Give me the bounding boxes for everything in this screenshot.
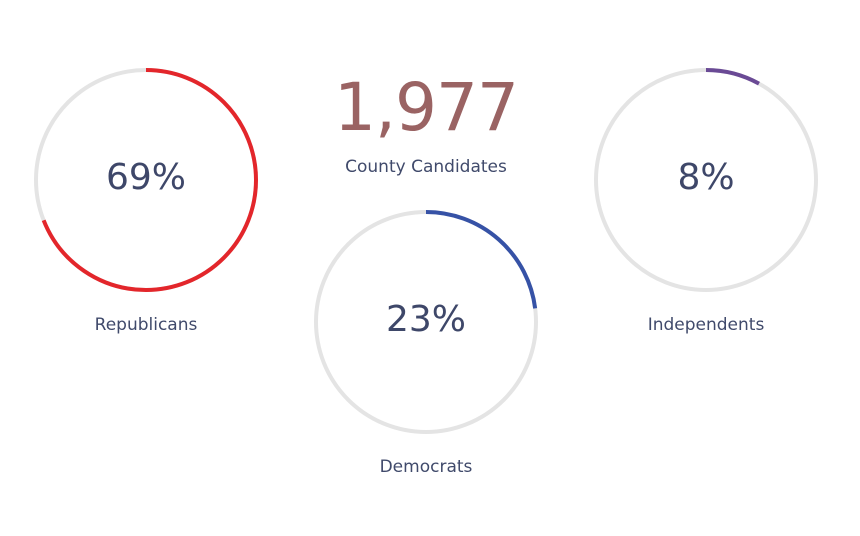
donut-percent-democrats: 23% <box>385 299 466 340</box>
total-candidates-value: 1,977 <box>334 69 519 146</box>
donut-label-democrats: Democrats <box>379 457 473 477</box>
donut-arc-democrats <box>314 210 538 434</box>
donut-arc-republicans <box>34 68 258 292</box>
donut-percent-independents: 8% <box>677 157 735 198</box>
total-candidates-stat: 1,977 County Candidates <box>306 68 546 178</box>
donut-ring-republicans <box>34 68 258 292</box>
donut-ring-democrats <box>314 210 538 434</box>
donut-independents: 8% Independents <box>586 68 826 336</box>
donut-democrats: 23% Democrats <box>306 210 546 478</box>
total-candidates-label: County Candidates <box>345 157 507 177</box>
donut-ring-independents <box>594 68 818 292</box>
donut-republicans: 69% Republicans <box>26 68 266 336</box>
donut-arc-independents <box>594 68 818 292</box>
donut-percent-republicans: 69% <box>105 157 186 198</box>
donut-label-republicans: Republicans <box>94 315 198 335</box>
donut-label-independents: Independents <box>647 315 765 335</box>
